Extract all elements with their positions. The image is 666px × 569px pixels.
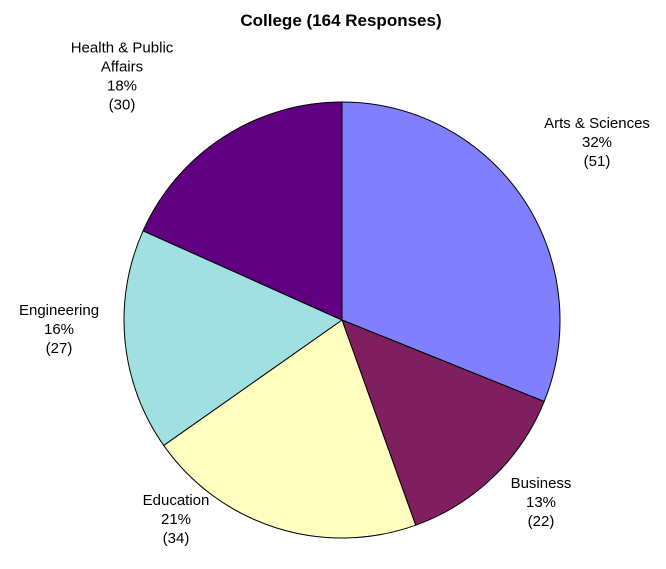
slice-percent-label: 32% bbox=[582, 134, 612, 151]
pie-slice-arts-and-sciences bbox=[341, 101, 561, 403]
slice-label-engineering: Engineering 16% (27) bbox=[19, 302, 99, 357]
slice-label-business: Business 13% (22) bbox=[511, 475, 572, 530]
slice-count-label: (22) bbox=[528, 513, 555, 530]
slice-name-line: Affairs bbox=[101, 59, 143, 76]
slice-name-line: Arts & Sciences bbox=[544, 115, 650, 132]
slice-percent-label: 18% bbox=[107, 78, 137, 95]
slice-name-line: Education bbox=[143, 492, 210, 509]
pie-slice-business bbox=[341, 319, 545, 526]
slice-count-label: (51) bbox=[584, 153, 611, 170]
slice-percent-label: 16% bbox=[44, 321, 74, 338]
chart-title: College (164 Responses) bbox=[240, 11, 441, 30]
slice-name-line: Business bbox=[511, 475, 572, 492]
slice-percent-label: 13% bbox=[526, 494, 556, 511]
slice-label-health-and-public-affairs: Health & Public Affairs 18% (30) bbox=[71, 40, 174, 114]
pie-slice-health-and-public-affairs bbox=[142, 101, 343, 321]
slice-label-arts-and-sciences: Arts & Sciences 32% (51) bbox=[544, 115, 650, 170]
slice-percent-label: 21% bbox=[161, 511, 191, 528]
pie-slice-education bbox=[162, 319, 417, 539]
slice-count-label: (27) bbox=[46, 340, 73, 357]
slice-count-label: (30) bbox=[109, 97, 136, 114]
slice-name-line: Engineering bbox=[19, 302, 99, 319]
slice-count-label: (34) bbox=[163, 530, 190, 547]
pie-slices bbox=[123, 101, 561, 539]
slice-name-line: Health & Public bbox=[71, 40, 174, 57]
slice-labels: Arts & Sciences 32% (51) Business 13% (22) Edu… bbox=[19, 40, 650, 548]
pie-slice-engineering bbox=[123, 230, 344, 447]
slice-label-education: Education 21% (34) bbox=[143, 492, 210, 547]
